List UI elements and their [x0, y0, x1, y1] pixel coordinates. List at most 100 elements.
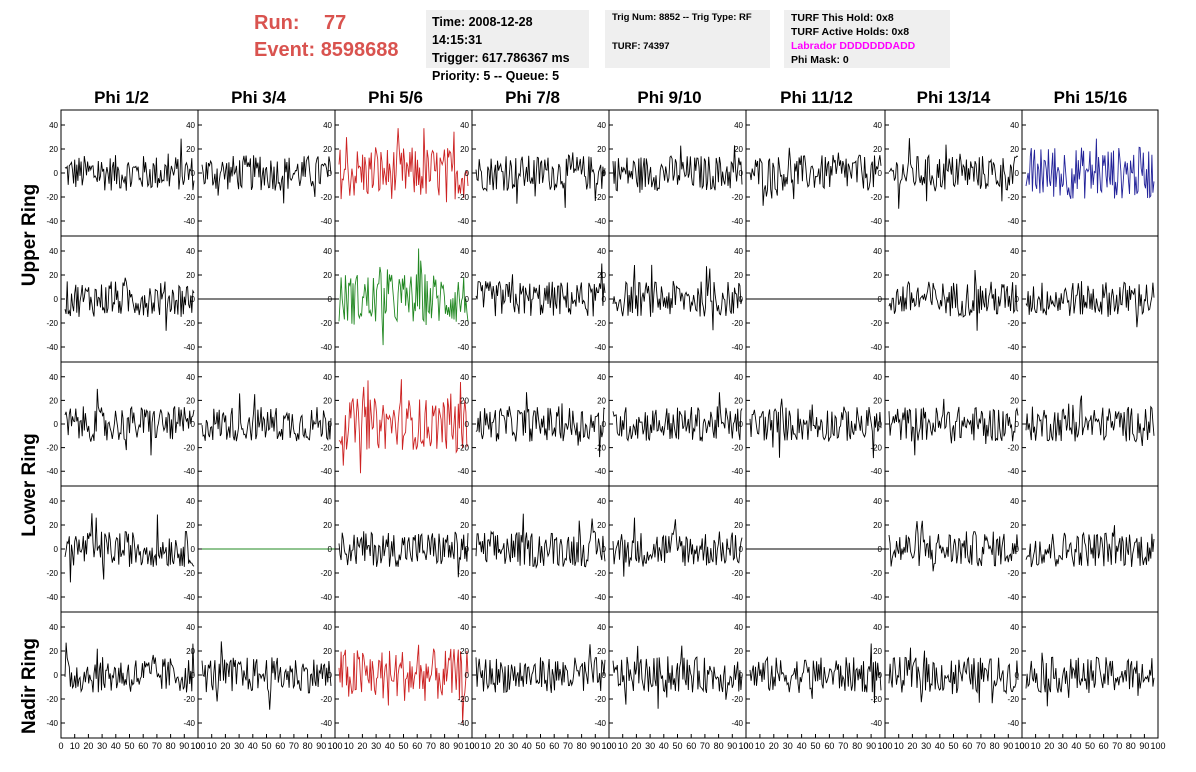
x-tick-label: 60 — [686, 741, 696, 751]
y-tick-label: -40 — [870, 719, 882, 728]
y-tick-label: -40 — [320, 467, 332, 476]
y-tick-label: 0 — [1015, 169, 1020, 178]
y-tick-label: 0 — [54, 169, 59, 178]
waveform-trace — [475, 644, 606, 693]
y-tick-label: -20 — [594, 444, 606, 453]
y-tick-label: 0 — [54, 420, 59, 429]
turf-text: TURF: 74397 — [612, 41, 670, 52]
y-tick-label: 40 — [49, 373, 58, 382]
y-tick-label: 40 — [323, 623, 332, 632]
y-tick-label: 40 — [873, 247, 882, 256]
y-tick-label: -40 — [731, 467, 743, 476]
y-tick-label: 20 — [873, 145, 882, 154]
waveform-trace — [888, 138, 1019, 209]
cell-frame — [471, 361, 610, 487]
x-tick-label: 60 — [138, 741, 148, 751]
y-tick-label: 20 — [186, 271, 195, 280]
y-tick-label: 40 — [734, 373, 743, 382]
y-tick-label: 0 — [739, 420, 744, 429]
x-tick-label: 40 — [797, 741, 807, 751]
y-tick-label: 20 — [460, 145, 469, 154]
waveform-trace — [749, 147, 882, 206]
x-tick-label: 70 — [289, 741, 299, 751]
y-tick-label: 40 — [873, 623, 882, 632]
y-tick-label: -40 — [46, 719, 58, 728]
waveform-trace — [888, 269, 1019, 331]
y-tick-label: 40 — [873, 121, 882, 130]
y-tick-label: -40 — [457, 593, 469, 602]
column-header-phi-9-10: Phi 9/10 — [637, 88, 702, 107]
x-tick-label: 0 — [882, 741, 887, 751]
waveform-trace — [749, 398, 882, 459]
waveform-trace — [612, 392, 743, 442]
waveform-trace — [201, 155, 332, 204]
waveform-cell-r4-c0: 40 20 0 -20 -40 — [46, 611, 199, 739]
y-tick-label: -20 — [320, 569, 332, 578]
x-tick-label: 10 — [618, 741, 628, 751]
y-tick-label: -40 — [46, 343, 58, 352]
y-tick-label: 20 — [323, 521, 332, 530]
x-tick-label: 10 — [755, 741, 765, 751]
waveform-trace — [888, 520, 1019, 572]
x-tick-label: 70 — [700, 741, 710, 751]
y-tick-label: 40 — [49, 497, 58, 506]
y-tick-label: -20 — [183, 444, 195, 453]
x-tick-label: 30 — [234, 741, 244, 751]
y-tick-label: 40 — [597, 373, 606, 382]
x-tick-label: 50 — [535, 741, 545, 751]
x-tick-label: 0 — [743, 741, 748, 751]
y-tick-label: 40 — [1010, 121, 1019, 130]
waveform-cell-r3-c6: 40 20 0 -20 -40 — [870, 485, 1023, 613]
x-tick-label: 90 — [590, 741, 600, 751]
y-tick-label: 0 — [1015, 295, 1020, 304]
waveform-trace — [338, 128, 469, 203]
y-tick-label: 20 — [873, 521, 882, 530]
waveform-cell-r0-c3: 40 20 0 -20 -40 — [457, 109, 610, 237]
waveform-cell-r4-c2: 40 20 0 -20 -40 — [320, 611, 473, 739]
y-tick-label: 20 — [734, 396, 743, 405]
x-tick-label: 0 — [332, 741, 337, 751]
y-tick-label: -20 — [457, 319, 469, 328]
y-tick-label: 0 — [602, 169, 607, 178]
labrador-text: Labrador DDDDDDDADD — [791, 40, 916, 52]
x-tick-label: 50 — [672, 741, 682, 751]
event-value: 8598688 — [320, 39, 399, 61]
y-tick-label: 40 — [734, 497, 743, 506]
x-tick-label: 60 — [549, 741, 559, 751]
x-tick-label: 70 — [1112, 741, 1122, 751]
waveform-cell-r1-c3: 40 20 0 -20 -40 — [457, 235, 610, 363]
waveform-trace — [475, 263, 606, 317]
x-tick-label: 0 — [195, 741, 200, 751]
waveform-trace — [888, 647, 1019, 704]
waveform-cell-r2-c5: 40 20 0 -20 -40 — [731, 361, 886, 487]
cell-frame — [334, 109, 473, 237]
y-tick-label: -20 — [1007, 319, 1019, 328]
x-tick-label: 70 — [976, 741, 986, 751]
y-tick-label: 0 — [739, 671, 744, 680]
y-tick-label: 20 — [186, 521, 195, 530]
x-tick-label: 40 — [385, 741, 395, 751]
waveform-trace — [612, 645, 743, 709]
y-tick-label: -20 — [457, 444, 469, 453]
y-tick-label: -20 — [594, 569, 606, 578]
x-tick-label: 80 — [990, 741, 1000, 751]
trig-num-text: Trig Num: 8852 -- Trig Type: RF — [612, 12, 752, 23]
y-tick-label: 20 — [1010, 396, 1019, 405]
y-tick-label: -40 — [320, 217, 332, 226]
y-tick-label: 0 — [465, 545, 470, 554]
y-tick-label: 0 — [328, 420, 333, 429]
y-tick-label: -40 — [594, 593, 606, 602]
y-tick-label: -20 — [46, 695, 58, 704]
waveform-cell-r2-c4: 40 20 0 -20 -40 — [594, 361, 747, 487]
y-tick-label: -40 — [594, 217, 606, 226]
waveform-cell-r2-c7: 40 20 0 -20 -40 — [1007, 361, 1159, 487]
y-tick-label: -40 — [1007, 467, 1019, 476]
y-tick-label: -20 — [183, 569, 195, 578]
y-tick-label: 0 — [328, 671, 333, 680]
waveform-trace — [1025, 395, 1155, 447]
y-tick-label: -40 — [183, 719, 195, 728]
waveform-cell-r0-c1: 40 20 0 -20 -40 — [183, 109, 336, 237]
x-tick-label: 40 — [935, 741, 945, 751]
y-tick-label: 20 — [186, 145, 195, 154]
